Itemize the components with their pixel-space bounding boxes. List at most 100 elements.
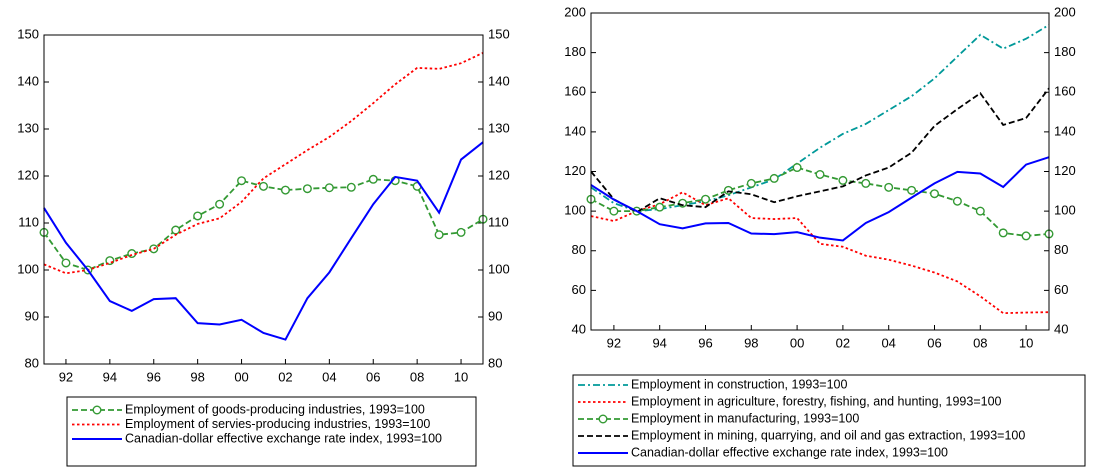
- series-marker: [434, 230, 444, 240]
- series-marker: [215, 199, 225, 209]
- y2-tick-label: 90: [488, 308, 502, 323]
- series-marker: [884, 182, 894, 192]
- x-tick-label: 02: [836, 335, 850, 350]
- series-marker: [609, 206, 619, 216]
- x-tick-label: 06: [366, 369, 380, 384]
- legend: Employment in construction, 1993=100 Empl…: [572, 374, 1086, 467]
- y2-tick-label: 140: [488, 73, 510, 88]
- y2-tick-label: 60: [1054, 282, 1068, 297]
- legend-label: Employment in agriculture, forestry, fis…: [631, 394, 1002, 408]
- x-tick-label: 98: [744, 335, 758, 350]
- y2-tick-label: 150: [488, 26, 510, 41]
- y-tick-label: 160: [564, 84, 586, 99]
- y-tick-label: 100: [564, 203, 586, 218]
- y-tick-label: 150: [17, 26, 39, 41]
- y2-tick-label: 160: [1054, 84, 1076, 99]
- series-marker: [237, 176, 247, 186]
- series-marker: [792, 163, 802, 173]
- series-marker: [259, 181, 269, 191]
- series-marker: [838, 175, 848, 185]
- x-tick-label: 00: [234, 369, 248, 384]
- series-marker: [456, 227, 466, 237]
- series-marker: [930, 189, 940, 199]
- x-tick-label: 04: [322, 369, 336, 384]
- series-marker: [368, 174, 378, 184]
- y-tick-label: 140: [564, 123, 586, 138]
- y-tick-label: 200: [564, 4, 586, 19]
- x-tick-label: 92: [59, 369, 73, 384]
- y-tick-label: 100: [17, 261, 39, 276]
- y-tick-label: 130: [17, 120, 39, 135]
- x-tick-label: 02: [278, 369, 292, 384]
- x-tick-label: 92: [607, 335, 621, 350]
- chart-panel: 40 60 80 100 120 140 160 180 200 40 60 80 100 120 140 1…: [564, 4, 1086, 467]
- y2-tick-label: 40: [1054, 321, 1068, 336]
- legend-label: Employment in manufacturing, 1993=100: [631, 411, 859, 425]
- series-marker: [655, 202, 665, 212]
- series-marker: [975, 206, 985, 216]
- y-tick-label: 180: [564, 44, 586, 59]
- y-tick-label: 120: [17, 167, 39, 182]
- series-marker: [907, 185, 917, 195]
- series-marker: [324, 183, 334, 193]
- y2-tick-label: 110: [488, 214, 509, 229]
- y-tick-label: 120: [564, 163, 586, 178]
- y2-tick-label: 80: [488, 355, 502, 370]
- y-tick-label: 60: [572, 282, 586, 297]
- series-line: [590, 191, 1050, 315]
- y2-tick-label: 100: [488, 261, 510, 276]
- x-tick-label: 96: [698, 335, 712, 350]
- x-tick-label: 06: [927, 335, 941, 350]
- legend-box: [572, 374, 1086, 467]
- series-line: [590, 24, 1050, 213]
- x-tick-label: 10: [454, 369, 468, 384]
- series-marker: [1021, 231, 1031, 241]
- series-line: [43, 141, 484, 341]
- series-marker: [998, 228, 1008, 238]
- series-line: [590, 156, 1050, 242]
- series-marker: [769, 173, 779, 183]
- x-tick-label: 94: [103, 369, 117, 384]
- chart-panel: 80 90 100 110 120 130 140 150 80 90 100 110 120 130 14…: [17, 26, 510, 467]
- y2-tick-label: 120: [1054, 163, 1076, 178]
- plot-frame: [43, 34, 484, 365]
- series-marker: [701, 194, 711, 204]
- plot-frame: [590, 12, 1050, 331]
- y2-tick-label: 130: [488, 120, 510, 135]
- series-marker: [346, 182, 356, 192]
- y-tick-label: 80: [25, 355, 39, 370]
- legend-label: Canadian-dollar effective exchange rate …: [125, 431, 442, 445]
- x-tick-label: 98: [190, 369, 204, 384]
- legend-box: [66, 396, 477, 467]
- x-tick-label: 00: [790, 335, 804, 350]
- series-line: [43, 52, 484, 275]
- series-marker: [302, 184, 312, 194]
- y2-tick-label: 200: [1054, 4, 1076, 19]
- y2-tick-label: 100: [1054, 203, 1076, 218]
- x-tick-label: 96: [147, 369, 161, 384]
- legend-marker: [92, 405, 102, 415]
- series-line: [590, 87, 1050, 214]
- x-tick-label: 94: [652, 335, 666, 350]
- y-tick-label: 110: [18, 214, 39, 229]
- y2-tick-label: 180: [1054, 44, 1076, 59]
- series-marker: [861, 178, 871, 188]
- legend: Employment of goods-producing industries…: [66, 396, 477, 467]
- legend-label: Employment of servies-producing industri…: [125, 417, 430, 431]
- series-marker: [61, 258, 71, 268]
- x-tick-label: 04: [881, 335, 895, 350]
- legend-label: Employment of goods-producing industries…: [125, 402, 425, 416]
- series-marker: [171, 225, 181, 235]
- legend-label: Employment in mining, quarrying, and oil…: [631, 428, 1025, 442]
- y2-tick-label: 140: [1054, 123, 1076, 138]
- y-tick-label: 40: [572, 321, 586, 336]
- x-tick-label: 08: [973, 335, 987, 350]
- x-tick-label: 08: [410, 369, 424, 384]
- legend-marker: [598, 414, 608, 424]
- y2-tick-label: 80: [1054, 242, 1068, 257]
- legend-label: Employment in construction, 1993=100: [631, 377, 847, 391]
- x-tick-label: 10: [1019, 335, 1033, 350]
- y-tick-label: 140: [17, 73, 39, 88]
- y2-tick-label: 120: [488, 167, 510, 182]
